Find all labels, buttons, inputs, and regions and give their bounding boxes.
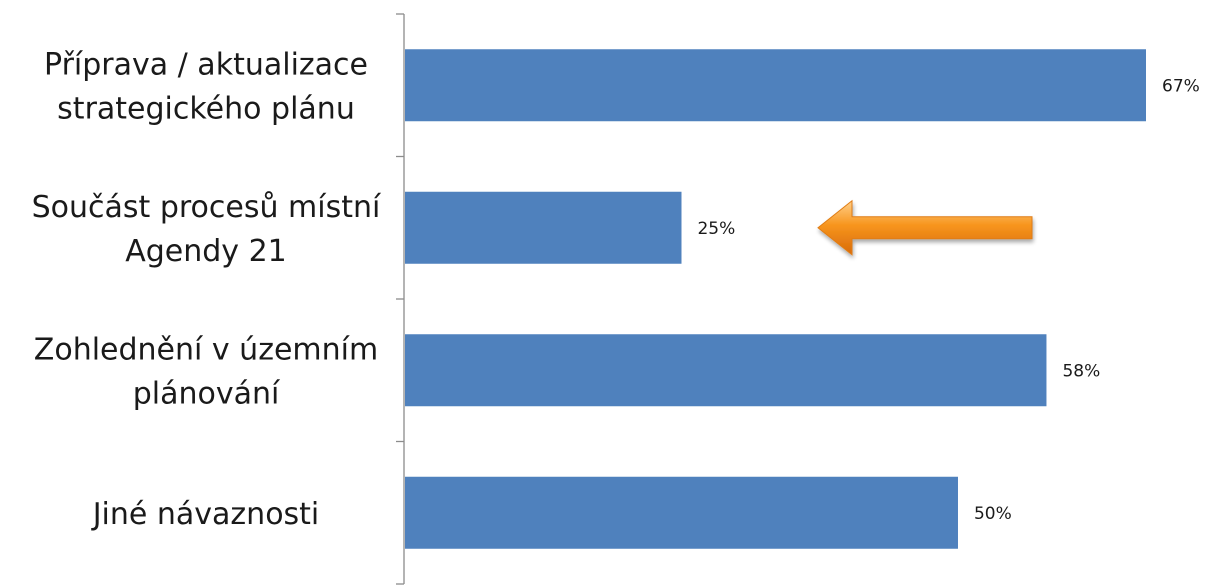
bar bbox=[405, 49, 1146, 122]
category-label-line: Příprava / aktualizace bbox=[44, 47, 368, 82]
category-axis bbox=[396, 13, 405, 585]
value-labels: 67% 25% 58% 50% bbox=[697, 76, 1199, 524]
category-label: Součást procesů místní Agendy 21 bbox=[32, 190, 382, 269]
data-label: 50% bbox=[974, 504, 1012, 524]
data-label: 25% bbox=[697, 219, 735, 239]
category-label-line: Zohlednění v územním bbox=[34, 332, 378, 367]
category-label: Jiné návaznosti bbox=[91, 497, 320, 532]
category-label-line: Součást procesů místní bbox=[32, 190, 382, 225]
annotation-arrow bbox=[817, 199, 1033, 256]
category-label-line: Jiné návaznosti bbox=[91, 497, 320, 532]
category-labels: Příprava / aktualizace strategického plán… bbox=[32, 47, 382, 532]
bar bbox=[405, 334, 1047, 407]
data-label: 58% bbox=[1062, 361, 1100, 381]
category-label-line: Agendy 21 bbox=[125, 234, 287, 269]
annotation bbox=[817, 199, 1033, 256]
data-label: 67% bbox=[1162, 76, 1200, 96]
bar bbox=[405, 476, 958, 549]
category-label: Zohlednění v územním plánování bbox=[34, 332, 378, 411]
category-label-line: strategického plánu bbox=[57, 91, 355, 126]
bars bbox=[405, 49, 1146, 549]
category-label-line: plánování bbox=[133, 376, 281, 411]
bar bbox=[405, 191, 682, 264]
category-label: Příprava / aktualizace strategického plán… bbox=[44, 47, 368, 126]
